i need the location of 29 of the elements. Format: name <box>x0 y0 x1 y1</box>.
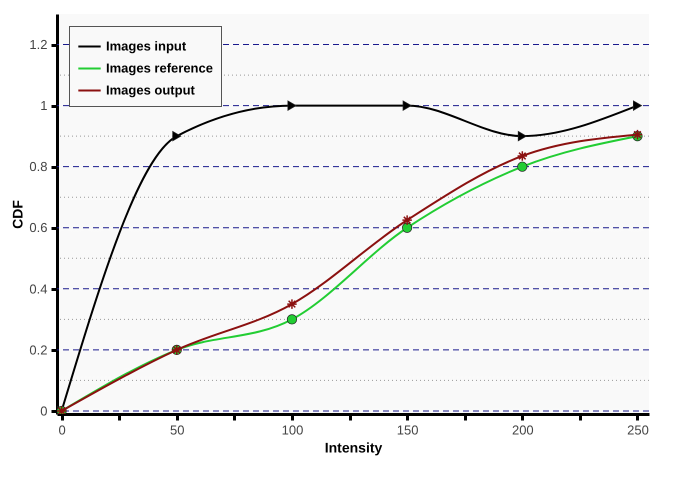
y-tick-label: 0.8 <box>29 159 48 174</box>
x-tick-label: 150 <box>396 422 418 438</box>
point <box>402 100 412 111</box>
point <box>517 162 528 172</box>
x-tick-label: 200 <box>512 422 534 438</box>
legend-label: Images output <box>106 82 196 98</box>
point <box>516 150 528 162</box>
x-tick-label: 250 <box>627 422 649 438</box>
point <box>633 100 642 111</box>
y-axis-title: CDF <box>9 200 26 229</box>
point <box>518 131 527 142</box>
y-tick-label: 1 <box>40 98 48 114</box>
x-axis-title: Intensity <box>324 440 382 456</box>
point <box>402 222 412 233</box>
point <box>286 314 298 324</box>
point <box>172 131 182 142</box>
y-tick-label: 1.2 <box>29 37 48 52</box>
point <box>288 100 296 111</box>
y-tick-label: 0.6 <box>29 220 48 236</box>
point <box>402 214 413 226</box>
point <box>286 298 298 310</box>
x-tick-label: 50 <box>170 422 185 438</box>
x-tick-label: 0 <box>58 422 66 438</box>
y-tick-label: 0 <box>40 403 48 418</box>
x-tick-label: 100 <box>282 422 304 438</box>
y-tick-label: 0.4 <box>29 281 48 296</box>
y-tick-label: 0.2 <box>29 342 48 358</box>
legend-label: Images input <box>106 38 187 54</box>
legend-label: Images reference <box>106 60 213 76</box>
